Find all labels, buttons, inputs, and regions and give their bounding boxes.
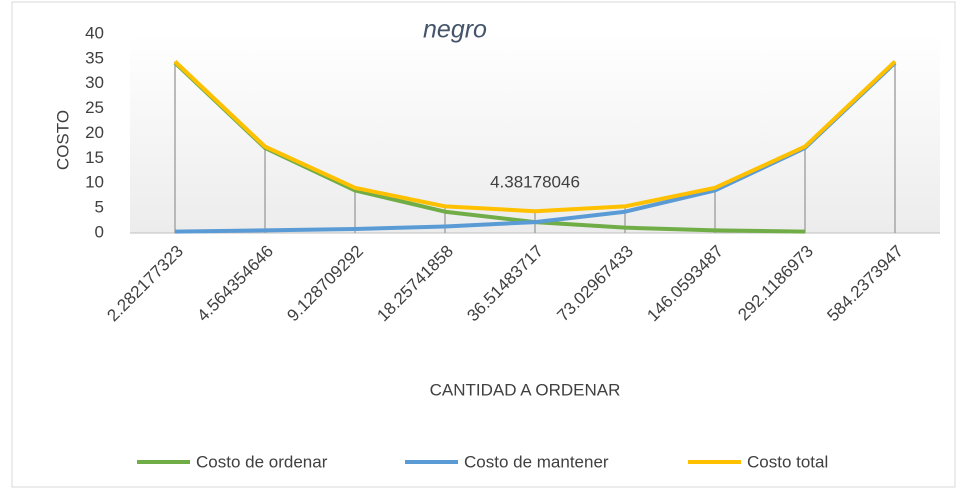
y-tick-label: 15 (85, 148, 104, 167)
y-tick-label: 40 (85, 23, 104, 42)
y-tick-label: 10 (85, 173, 104, 192)
chart-title: negro (423, 16, 487, 44)
legend-label: Costo total (747, 452, 828, 471)
data-label: 4.38178046 (490, 173, 580, 192)
y-axis-title: COSTO (53, 110, 72, 170)
legend-label: Costo de ordenar (196, 452, 328, 471)
y-tick-label: 30 (85, 73, 104, 92)
y-tick-label: 35 (85, 48, 104, 67)
y-tick-label: 20 (85, 123, 104, 142)
y-tick-label: 5 (95, 198, 104, 217)
y-tick-label: 0 (95, 222, 104, 241)
legend-label: Costo de mantener (464, 452, 609, 471)
x-axis-title: CANTIDAD A ORDENAR (430, 380, 621, 399)
series-line (173, 60, 897, 214)
y-tick-label: 25 (85, 98, 104, 117)
